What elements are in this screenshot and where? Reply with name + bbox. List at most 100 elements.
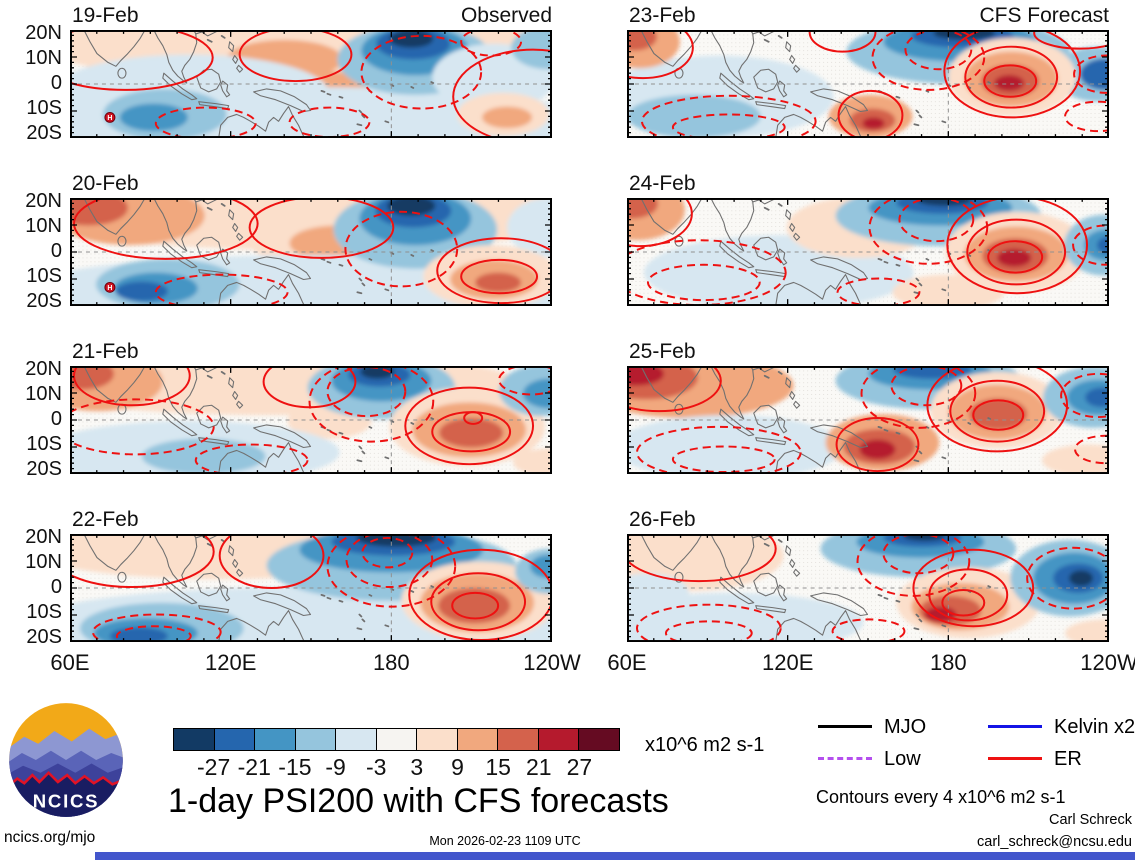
panel-date-label: 20-Feb bbox=[72, 172, 139, 195]
colorbar-tick-label: -9 bbox=[325, 754, 346, 780]
colorbar-tick-label: -27 bbox=[197, 754, 231, 780]
map-plot: H bbox=[70, 198, 552, 306]
y-axis-label: 10N bbox=[25, 551, 62, 573]
x-axis-label: 180 bbox=[929, 650, 967, 675]
map-plot bbox=[627, 198, 1109, 306]
coastlines bbox=[640, 198, 992, 306]
map-panel-19-Feb: H bbox=[70, 30, 552, 138]
y-axis-label: 10S bbox=[26, 433, 62, 455]
map-plot bbox=[627, 366, 1109, 474]
high-marker: H bbox=[104, 281, 116, 293]
panel-date-label: 23-Feb bbox=[629, 4, 696, 27]
x-axis-label: 60E bbox=[50, 650, 90, 675]
map-plot bbox=[70, 534, 552, 642]
credit-name: Carl Schreck bbox=[1049, 812, 1132, 828]
colorbar-segment bbox=[417, 729, 458, 750]
logo-text: NCICS bbox=[33, 791, 99, 812]
panel-date-label: 22-Feb bbox=[72, 508, 139, 531]
colorbar-segment bbox=[336, 729, 377, 750]
colorbar-tick-label: -21 bbox=[237, 754, 271, 780]
y-axis-label: 0 bbox=[50, 576, 62, 598]
x-axis-label: 120W bbox=[523, 650, 581, 675]
coastlines bbox=[83, 534, 435, 642]
colorbar-segment bbox=[457, 729, 499, 750]
y-axis-label: 10S bbox=[26, 601, 62, 623]
map-plot bbox=[627, 534, 1109, 642]
figure-title: 1-day PSI200 with CFS forecasts bbox=[168, 782, 669, 820]
colorbar-tick-label: 3 bbox=[410, 754, 424, 780]
colorbar-units-label: x10^6 m2 s-1 bbox=[645, 734, 765, 756]
map-plot: H bbox=[70, 30, 552, 138]
legend-label: Kelvin x2 bbox=[1054, 716, 1135, 738]
column-title-cfs-forecast: CFS Forecast bbox=[979, 4, 1109, 27]
map-plot bbox=[70, 366, 552, 474]
y-axis-label: 0 bbox=[50, 408, 62, 430]
y-axis-label: 10S bbox=[26, 265, 62, 287]
colorbar-tick-label: -15 bbox=[278, 754, 312, 780]
colorbar-segment bbox=[579, 729, 620, 750]
y-axis-label: 20S bbox=[26, 458, 62, 480]
colorbar-segment bbox=[174, 729, 215, 750]
y-axis-label: 20S bbox=[26, 122, 62, 144]
y-axis-label: 10N bbox=[25, 215, 62, 237]
coastlines bbox=[83, 366, 435, 474]
colorbar-segment bbox=[538, 729, 580, 750]
y-axis-label: 20N bbox=[25, 190, 62, 212]
legend-line-low bbox=[818, 757, 872, 760]
legend-label: ER bbox=[1054, 748, 1082, 770]
x-axis-label: 120E bbox=[761, 650, 814, 675]
map-panel-25-Feb bbox=[627, 366, 1109, 474]
colorbar-tick-label: -3 bbox=[365, 754, 387, 780]
y-axis-label: 0 bbox=[50, 72, 62, 94]
map-panel-22-Feb bbox=[70, 534, 552, 642]
colorbar-segment bbox=[295, 729, 337, 750]
legend-line-kelvin-x2 bbox=[988, 725, 1042, 728]
colorbar-tick-label: 9 bbox=[451, 754, 464, 780]
y-axis-label: 0 bbox=[50, 240, 62, 262]
panel-date-label: 19-Feb bbox=[72, 4, 139, 27]
coastlines bbox=[640, 534, 992, 642]
legend-line-mjo bbox=[818, 725, 872, 728]
ncics-logo: NCICS bbox=[9, 703, 123, 817]
horizontal-scrollbar[interactable] bbox=[95, 852, 1135, 860]
colorbar-segment bbox=[498, 729, 539, 750]
panel-date-label: 21-Feb bbox=[72, 340, 139, 363]
colorbar-segment bbox=[255, 729, 296, 750]
svg-text:H: H bbox=[107, 115, 112, 122]
colorbar-segment bbox=[376, 729, 418, 750]
high-marker: H bbox=[104, 111, 116, 123]
y-axis-label: 20S bbox=[26, 290, 62, 312]
y-axis-label: 20N bbox=[25, 22, 62, 44]
generation-timestamp: Mon 2026-02-23 1109 UTC bbox=[429, 834, 581, 848]
map-panel-20-Feb: H bbox=[70, 198, 552, 306]
svg-text:H: H bbox=[107, 285, 112, 292]
colorbar bbox=[173, 728, 620, 751]
panel-date-label: 24-Feb bbox=[629, 172, 696, 195]
x-axis-label: 120W bbox=[1080, 650, 1135, 675]
map-panel-21-Feb bbox=[70, 366, 552, 474]
panel-date-label: 26-Feb bbox=[629, 508, 696, 531]
map-plot bbox=[627, 30, 1109, 138]
site-url: ncics.org/mjo bbox=[4, 829, 96, 846]
colorbar-tick-label: 21 bbox=[525, 754, 552, 780]
y-axis-label: 10S bbox=[26, 97, 62, 119]
y-axis-label: 20N bbox=[25, 526, 62, 548]
legend-label: Low bbox=[884, 748, 921, 770]
y-axis-label: 10N bbox=[25, 383, 62, 405]
map-panel-24-Feb bbox=[627, 198, 1109, 306]
x-axis-label: 180 bbox=[372, 650, 410, 675]
coastlines bbox=[83, 198, 435, 306]
y-axis-label: 20S bbox=[26, 626, 62, 648]
coastlines bbox=[83, 30, 435, 138]
legend-label: MJO bbox=[884, 716, 927, 738]
colorbar-tick-label: 15 bbox=[485, 754, 511, 780]
map-panel-26-Feb bbox=[627, 534, 1109, 642]
y-axis-label: 10N bbox=[25, 47, 62, 69]
y-axis-label: 20N bbox=[25, 358, 62, 380]
colorbar-segment bbox=[214, 729, 256, 750]
contour-interval-note: Contours every 4 x10^6 m2 s-1 bbox=[816, 787, 1066, 807]
panel-date-label: 25-Feb bbox=[629, 340, 696, 363]
map-panel-23-Feb bbox=[627, 30, 1109, 138]
logo-ridge-line bbox=[9, 770, 123, 788]
